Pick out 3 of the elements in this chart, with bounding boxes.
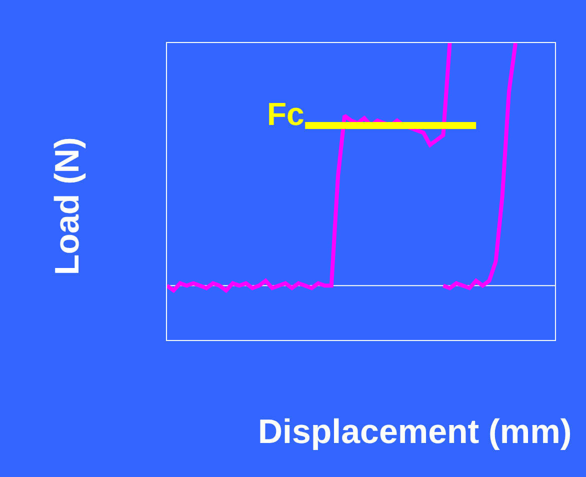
y-axis-title: Load (N) xyxy=(48,137,86,276)
series-label: Fc xyxy=(267,96,304,132)
x-axis-title: Displacement (mm) xyxy=(258,413,572,451)
